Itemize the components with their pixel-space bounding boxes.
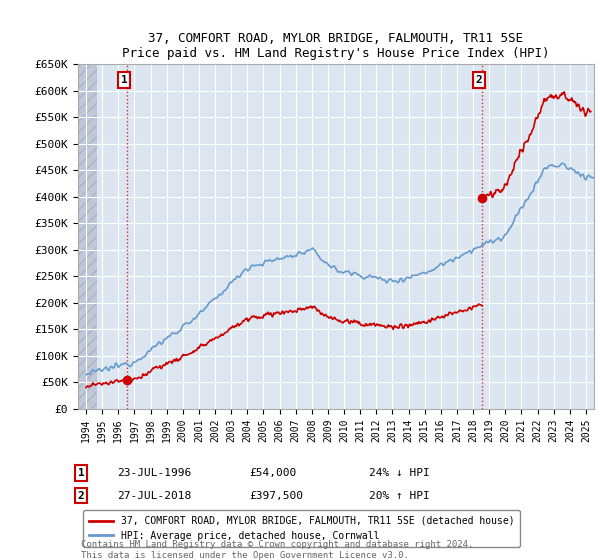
Text: £54,000: £54,000 bbox=[249, 468, 296, 478]
Polygon shape bbox=[78, 64, 97, 409]
Text: 27-JUL-2018: 27-JUL-2018 bbox=[117, 491, 191, 501]
Text: 24% ↓ HPI: 24% ↓ HPI bbox=[369, 468, 430, 478]
Legend: 37, COMFORT ROAD, MYLOR BRIDGE, FALMOUTH, TR11 5SE (detached house), HPI: Averag: 37, COMFORT ROAD, MYLOR BRIDGE, FALMOUTH… bbox=[83, 510, 520, 547]
Title: 37, COMFORT ROAD, MYLOR BRIDGE, FALMOUTH, TR11 5SE
Price paid vs. HM Land Regist: 37, COMFORT ROAD, MYLOR BRIDGE, FALMOUTH… bbox=[122, 32, 550, 60]
Text: 1: 1 bbox=[77, 468, 85, 478]
Text: 1: 1 bbox=[121, 75, 127, 85]
Text: Contains HM Land Registry data © Crown copyright and database right 2024.
This d: Contains HM Land Registry data © Crown c… bbox=[81, 540, 473, 560]
Text: 20% ↑ HPI: 20% ↑ HPI bbox=[369, 491, 430, 501]
Text: 2: 2 bbox=[77, 491, 85, 501]
Text: £397,500: £397,500 bbox=[249, 491, 303, 501]
Text: 2: 2 bbox=[476, 75, 482, 85]
Text: 23-JUL-1996: 23-JUL-1996 bbox=[117, 468, 191, 478]
